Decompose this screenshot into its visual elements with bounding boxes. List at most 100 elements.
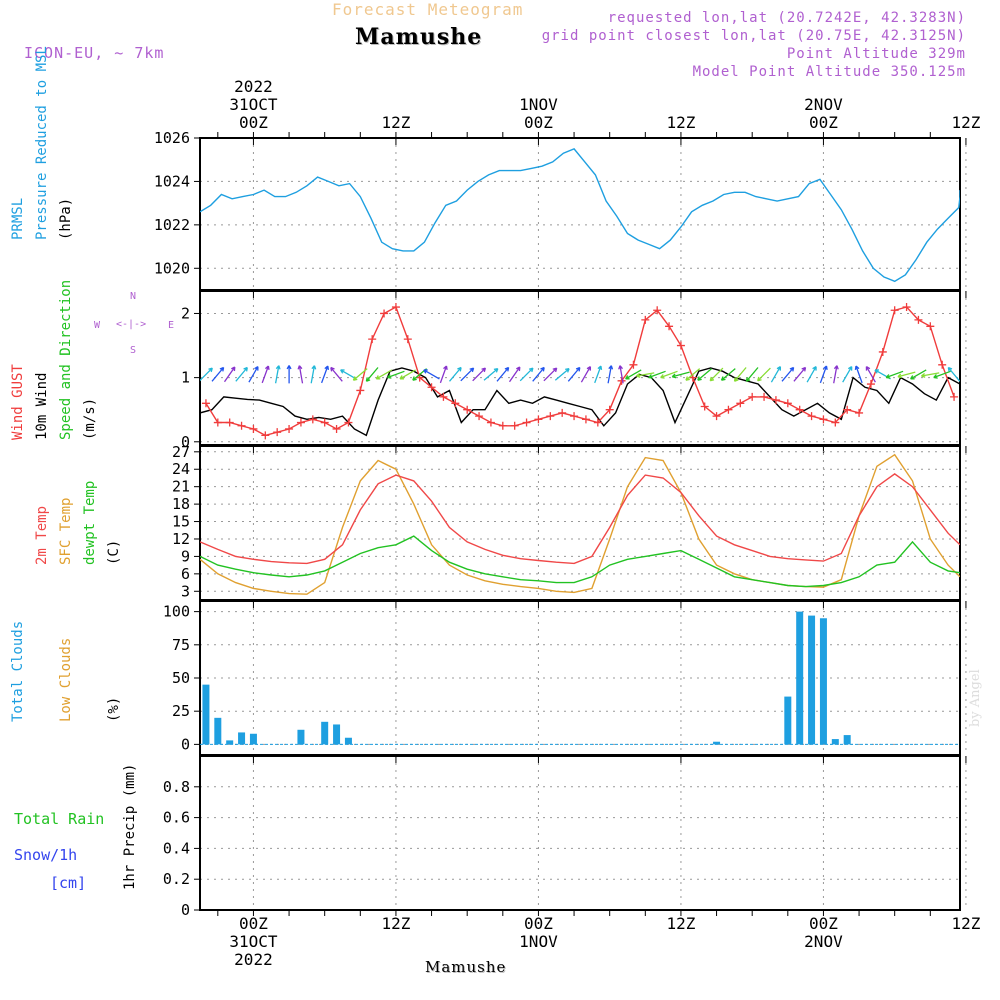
wind-direction-arrow (897, 371, 916, 379)
wind-direction-arrow (310, 365, 317, 384)
y-tick-label-temp: 3 (181, 582, 190, 600)
wind-direction-arrow (618, 365, 624, 384)
wind-speed-line (200, 367, 960, 437)
gust-marker (261, 431, 270, 440)
panel-frame-pressure (199, 137, 961, 291)
cloud-bar (713, 741, 721, 745)
snow-label: Snow/1h (14, 846, 78, 864)
y-tick-label-pressure: 1024 (154, 172, 190, 190)
gust-marker (368, 335, 377, 344)
footer-station: Mamushe (425, 958, 507, 976)
wind-direction-arrow (648, 370, 666, 379)
gust-marker (653, 306, 662, 315)
gust-marker (380, 309, 389, 318)
top-time-label: 12Z (951, 113, 980, 132)
snow-unit-label: [cm] (50, 874, 87, 892)
wind-direction-arrow (885, 370, 904, 379)
y-tick-label-pressure: 1026 (154, 129, 190, 147)
sfc-temp-line (200, 453, 960, 595)
gust-marker (201, 399, 210, 408)
wind-direction-arrow (567, 366, 581, 382)
gust-marker (451, 399, 460, 408)
compass-north: N (130, 291, 137, 302)
gust-marker (581, 415, 590, 424)
y-tick-label-clouds: 50 (172, 669, 190, 687)
wind-direction-arrow (819, 365, 828, 384)
wind-direction-arrow (757, 367, 771, 382)
y-tick-label-temp: 24 (172, 460, 190, 478)
wind-direction-arrow (297, 365, 304, 384)
wind-direction-arrow (947, 366, 960, 382)
wind-direction-arrow (532, 366, 545, 382)
wind-direction-arrow (770, 366, 782, 383)
bottom-time-label: 00Z (524, 914, 553, 933)
top-time-label: 00Z (524, 113, 553, 132)
gust-marker (641, 315, 650, 324)
wind-direction-arrow (554, 367, 570, 381)
wind-direction-arrow (806, 366, 817, 383)
wind-direction-arrow (460, 367, 475, 382)
gust-marker (878, 347, 887, 356)
gust-marker (902, 303, 911, 312)
model-point-altitude: Model Point Altitude 350.125m (692, 64, 966, 80)
wind-direction-arrow (340, 369, 357, 380)
wind-direction-arrow (235, 366, 248, 382)
y-tick-label-clouds: 100 (163, 603, 190, 621)
wind-direction-arrow (423, 369, 440, 380)
wind-direction-arrow (580, 366, 592, 383)
wind-direction-arrow (330, 366, 343, 382)
gust-marker (475, 412, 484, 421)
y-tick-label-precip: 0.8 (163, 778, 190, 796)
cloud-bar (784, 696, 792, 745)
wind-direction-arrow (365, 367, 379, 382)
gust-marker (546, 412, 555, 421)
cloud-bar (202, 684, 210, 745)
bottom-time-label: 1NOV (519, 932, 558, 951)
compass-east: E (168, 320, 175, 331)
wind-direction-arrow (286, 365, 292, 384)
top-time-label: 31OCT (229, 95, 278, 114)
gust-marker (558, 408, 567, 417)
gust-marker (783, 399, 792, 408)
gust-marker (748, 392, 757, 401)
gust-marker (950, 392, 959, 401)
y-tick-label-clouds: 25 (172, 702, 190, 720)
gust-marker (463, 405, 472, 414)
gust-marker (213, 418, 222, 427)
gust-line (205, 305, 955, 437)
y-tick-label-pressure: 1020 (154, 259, 190, 277)
gust-marker (344, 418, 353, 427)
cloud-bar (226, 740, 234, 745)
gust-marker (807, 412, 816, 421)
wind-direction-arrow (910, 369, 927, 380)
wind-direction-arrow (320, 365, 330, 384)
y-tick-label-temp: 15 (172, 513, 190, 531)
bottom-time-label: 00Z (239, 914, 268, 933)
gust-marker (403, 335, 412, 344)
top-time-label: 00Z (809, 113, 838, 132)
author-credit: by Angel (968, 669, 983, 727)
grid-point-location: grid point closest lon,lat (20.75E, 42.3… (541, 28, 966, 44)
y-tick-label-temp: 27 (172, 443, 190, 461)
gust-marker (736, 399, 745, 408)
gust-marker (570, 412, 579, 421)
cloud-bar (843, 735, 851, 745)
compass-arrows: <-|-> (116, 319, 147, 330)
wind-direction-arrow (508, 366, 521, 383)
wind-direction-arrow (842, 366, 853, 383)
gust-marker (831, 418, 840, 427)
top-time-label: 2022 (234, 77, 273, 96)
y-tick-label-temp: 12 (172, 530, 190, 548)
gust-marker (510, 421, 519, 430)
gust-marker (225, 418, 234, 427)
gust-marker (890, 306, 899, 315)
cloud-bar (297, 729, 305, 745)
gust-marker (712, 412, 721, 421)
y-tick-label-temp: 18 (172, 495, 190, 513)
compass-south: S (130, 345, 137, 356)
top-time-label: 00Z (239, 113, 268, 132)
wind-direction-arrow (607, 365, 614, 384)
y-tick-label-pressure: 1022 (154, 216, 190, 234)
y-tick-label-wind: 2 (181, 304, 190, 322)
wind-direction-arrow (793, 366, 807, 382)
